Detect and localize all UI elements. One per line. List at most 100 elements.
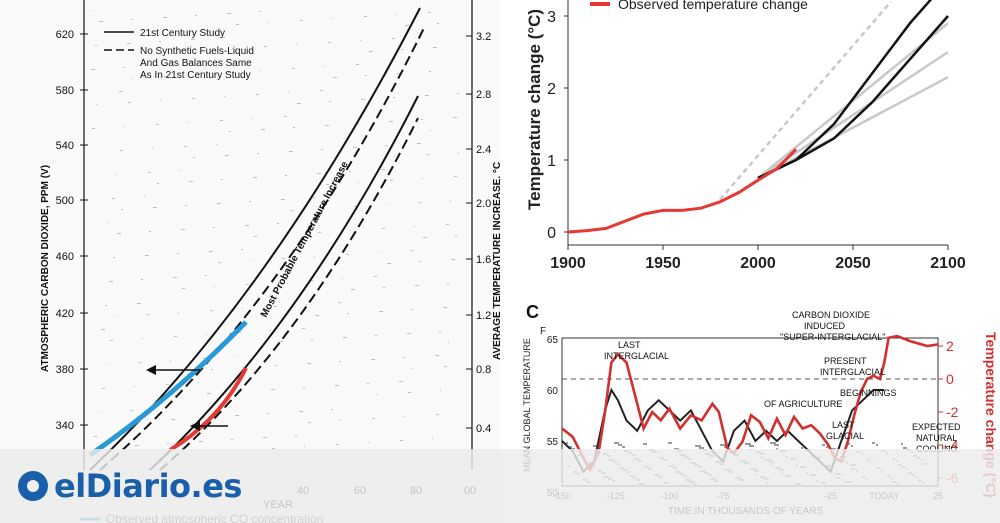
right-axis-label: AVERAGE TEMPERATURE INCREASE, °C [492,162,500,360]
scan-noise [336,444,339,445]
scan-noise [668,442,672,444]
scan-noise [187,63,189,64]
scan-noise [142,338,143,339]
scan-noise [404,416,405,417]
scan-noise [207,393,211,394]
scan-noise [231,439,233,440]
scan-noise [307,363,311,364]
projection-line [757,15,949,180]
right-tick-label: 2.8 [476,89,491,101]
scan-noise [308,422,311,423]
scan-noise [199,441,203,442]
scan-noise [113,257,115,258]
scan-noise [120,150,123,151]
right-tick-label: 1.2 [476,310,491,322]
scan-noise [407,333,411,334]
scan-noise [335,385,339,386]
scan-noise [234,356,235,357]
scan-noise [220,120,223,121]
temperature-projection-chart: 0 1 2 3 1900 1950 2000 2050 2100 Temperature chan… [525,0,966,272]
scan-noise [313,197,315,198]
scan-noise [303,387,305,388]
scan-noise [446,224,449,225]
scan-noise [383,287,385,288]
scan-noise [364,16,367,17]
scan-noise [872,442,875,444]
scan-noise [124,126,125,127]
scan-noise [436,414,439,415]
scan-noise [92,128,95,129]
scan-noise [138,362,141,363]
panel-a-scan: 620 580 540 500 460 420 380 340 3.2 2.8 2.4 2.0 1.6 1… [40,0,500,523]
scan-noise [241,249,243,250]
scan-noise [146,314,149,315]
unit-left: F [540,326,546,337]
scan-noise [353,147,357,148]
scan-noise [400,440,403,441]
scan-noise [95,45,97,46]
annotation-label: GLACIAL [826,431,864,441]
scan-noise [153,207,157,208]
left-tick-label: 55 [547,437,559,448]
scan-noise [720,444,726,446]
arrowhead-temp [190,421,200,431]
scan-noise [246,284,249,285]
annotation-label: PRESENT [824,356,867,366]
scan-noise [277,223,279,224]
scan-noise [375,335,377,336]
scan-noise [250,260,251,261]
co2-curve-dashed [99,27,425,471]
scan-noise [451,259,455,260]
right-tick-label: 2.4 [476,144,491,156]
arrowhead-co2 [146,365,156,375]
scan-noise [105,305,107,306]
temp-curve-dashed [159,117,419,471]
co2-temperature-projection-chart: 620 580 540 500 460 420 380 340 3.2 2.8 2.4 2.0 1.6 1… [40,0,500,523]
scan-noise [181,229,185,230]
scan-noise [444,366,447,367]
scan-noise [152,148,153,149]
scan-noise [315,315,319,316]
scan-noise [268,22,269,23]
scan-noise [397,73,401,74]
scan-noise [195,15,197,16]
scan-noise [455,235,457,236]
scan-noise [102,388,105,389]
eldiario-logo[interactable]: elDiario.es [18,463,242,509]
scan-noise [439,331,441,332]
scan-noise [568,446,572,448]
scan-noise [566,442,568,444]
scan-noise [131,19,133,20]
scan-noise [314,256,315,257]
scan-noise [851,445,853,447]
scan-noise [254,236,257,237]
annotation-label: EXPECTED [912,422,961,432]
scan-noise [279,341,283,342]
scan-noise [96,104,97,105]
scan-noise [198,382,199,383]
scan-noise [371,359,375,360]
left-tick-label: 540 [56,140,74,152]
scan-noise [238,332,241,333]
scan-noise [443,307,447,308]
scan-noise [614,442,619,444]
scan-noise [144,196,145,197]
scan-noise [263,437,267,438]
scan-noise [435,355,439,356]
scan-noise [160,100,161,101]
scan-noise [166,384,169,385]
scan-noise [328,42,331,43]
scan-noise [643,443,647,445]
scan-noise [171,419,175,420]
scan-noise [318,232,321,233]
scan-noise [349,171,351,172]
scan-noise [396,14,397,15]
scan-noise [114,316,115,317]
scan-noise [224,96,225,97]
scan-noise [210,310,213,311]
logo-text: elDiario.es [54,467,242,505]
scan-noise [338,302,341,303]
scan-noise [428,12,431,13]
scan-noise [325,125,329,126]
scan-noise [401,49,403,50]
